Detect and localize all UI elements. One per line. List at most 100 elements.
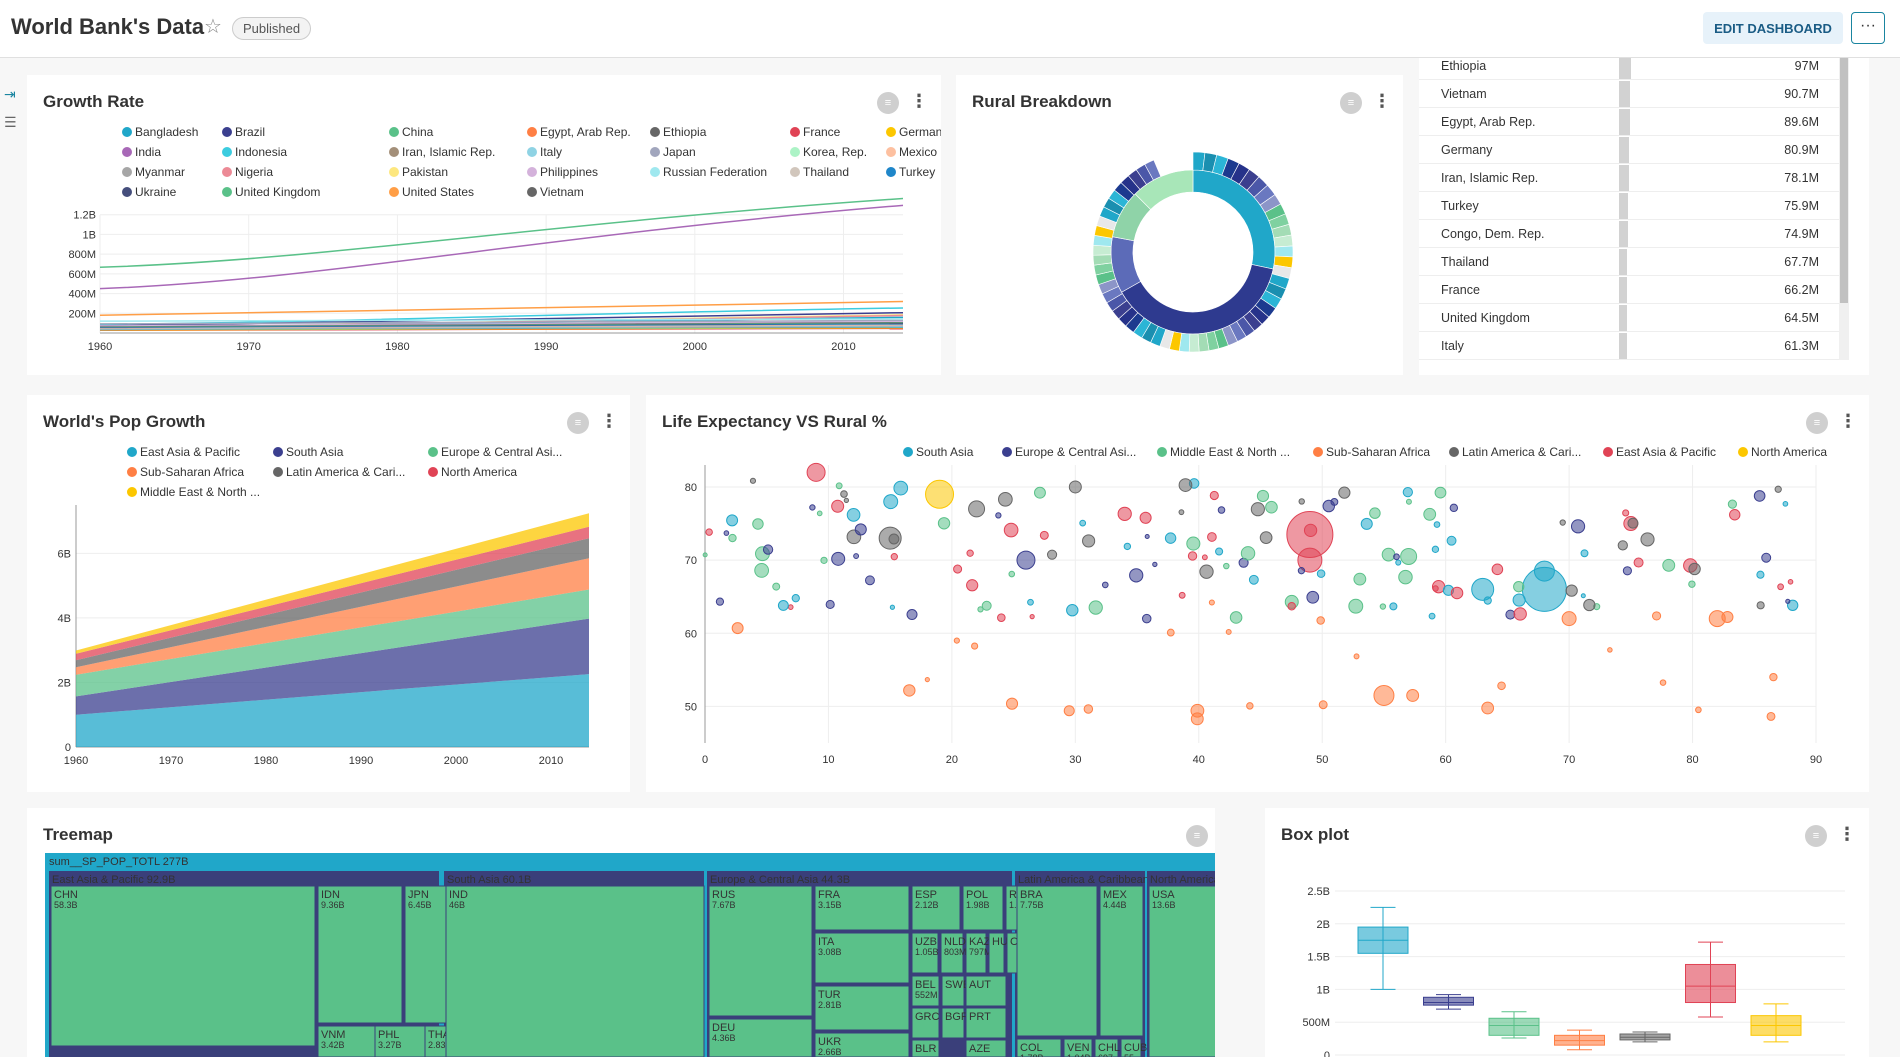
treemap-cell <box>1148 885 1215 1057</box>
scatter-point <box>1186 536 1201 551</box>
chart-title: World's Pop Growth <box>43 412 206 431</box>
treemap-cell-value: 7.75B <box>1020 900 1044 910</box>
treemap-cell-label: VNM <box>321 1029 345 1041</box>
more-options-button[interactable]: ··· <box>1851 12 1885 44</box>
scatter-point <box>998 491 1013 507</box>
y-tick-label: 800M <box>68 249 96 261</box>
population-value: 64.5M <box>1784 311 1819 325</box>
legend-item: South Asia <box>286 445 344 459</box>
country-name: Egypt, Arab Rep. <box>1441 115 1536 129</box>
treemap-cell <box>911 932 939 974</box>
series-line-minor <box>99 320 904 327</box>
y-tick-label: 80 <box>685 482 697 494</box>
legend-item: Ethiopia <box>663 125 707 139</box>
legend-dot <box>127 467 137 477</box>
legend-item: Japan <box>663 145 696 159</box>
x-tick-label: 70 <box>1563 754 1575 766</box>
legend-item: Myanmar <box>135 165 185 179</box>
treemap-cell-value: 3.08B <box>818 947 842 957</box>
table-row: Egypt, Arab Rep. 89.6M <box>1419 108 1839 136</box>
scatter-point <box>1640 532 1655 547</box>
x-tick-label: 2010 <box>831 341 855 353</box>
expand-sidebar-icon[interactable]: ⇥ <box>4 86 16 102</box>
scatter-point <box>1178 591 1186 599</box>
treemap-cell <box>941 1007 965 1039</box>
legend-dot <box>790 147 800 157</box>
scatter-point <box>1297 547 1323 573</box>
legend-item: United States <box>402 185 474 199</box>
legend-item: Egypt, Arab Rep. <box>540 125 631 139</box>
population-value: 89.6M <box>1784 115 1819 129</box>
legend-dot <box>650 167 660 177</box>
scatter-point <box>1223 562 1230 570</box>
scrollbar-thumb[interactable] <box>1840 58 1848 303</box>
table-bar <box>1619 249 1628 275</box>
table-bar <box>1619 277 1628 303</box>
legend-dot <box>122 127 132 137</box>
scatter-point <box>1405 498 1412 505</box>
treemap-cell <box>940 932 964 974</box>
country-name: Italy <box>1441 339 1464 353</box>
treemap-cell <box>1094 1038 1119 1057</box>
x-tick-label: 20 <box>946 754 958 766</box>
area-middle-east---north---- <box>76 513 589 654</box>
legend-dot <box>1603 447 1613 457</box>
chart-title: Life Expectancy VS Rural % <box>662 412 887 431</box>
filter-icon[interactable]: ≡ <box>567 412 589 434</box>
legend-item: Germany <box>899 125 941 139</box>
treemap-cell-value: 2.12B <box>915 900 939 910</box>
scatter-point <box>1561 611 1577 627</box>
favorite-star-icon[interactable]: ☆ <box>204 16 222 38</box>
life-expectancy-chart: Life Expectancy VS Rural % ≡ ⋮ South Asi… <box>646 395 1869 792</box>
treemap-cell-value: 3.42B <box>321 1040 345 1050</box>
filter-icon[interactable]: ≡ <box>877 92 899 114</box>
treemap-cell-label: TUR <box>818 989 841 1001</box>
scatter-point <box>1398 569 1413 585</box>
treemap-cell <box>965 975 1007 1007</box>
filter-icon[interactable]: ☰ <box>4 114 17 130</box>
treemap-cell-value: 6.45B <box>408 900 432 910</box>
scatter-point <box>1318 700 1328 710</box>
scatter-point <box>1016 550 1036 570</box>
scatter-point <box>893 480 909 496</box>
filter-icon[interactable]: ≡ <box>1805 825 1827 847</box>
filter-icon[interactable]: ≡ <box>1186 825 1208 847</box>
y-tick-label: 1B <box>83 229 96 241</box>
scatter-point <box>1406 689 1420 702</box>
y-tick-label: 400M <box>68 289 96 301</box>
table-bar <box>1619 81 1631 107</box>
population-value: 75.9M <box>1784 199 1819 213</box>
population-value: 90.7M <box>1784 87 1819 101</box>
legend-dot <box>389 167 399 177</box>
treemap-cell-value: 1.05B <box>915 947 939 957</box>
treemap-cell-label: CUB <box>1124 1042 1147 1054</box>
treemap-cell <box>708 885 813 1017</box>
scatter-point <box>1225 628 1232 635</box>
legend-dot <box>650 147 660 157</box>
scatter-point <box>1101 581 1109 589</box>
legend-dot <box>527 127 537 137</box>
table-bar <box>1619 137 1629 163</box>
table-row: Vietnam 90.7M <box>1419 80 1839 108</box>
table-scrollbar[interactable] <box>1839 58 1849 360</box>
y-tick-label: 2.5B <box>1307 886 1330 898</box>
legend-item: Italy <box>540 145 562 159</box>
country-name: Vietnam <box>1441 87 1487 101</box>
filter-icon[interactable]: ≡ <box>1806 412 1828 434</box>
filter-icon[interactable]: ≡ <box>1340 92 1362 114</box>
treemap-region-label: Latin America & Caribbean <box>1018 874 1149 886</box>
treemap-cell <box>708 1018 813 1057</box>
edit-dashboard-button[interactable]: EDIT DASHBOARD <box>1703 12 1843 44</box>
scatter-point <box>981 600 992 611</box>
treemap-cell-label: AUT <box>969 979 991 991</box>
scatter-point <box>1766 711 1776 721</box>
scatter-point <box>883 494 899 510</box>
scatter-point <box>777 600 789 611</box>
scatter-point <box>1039 530 1049 540</box>
treemap-cell-label: DEU <box>712 1022 735 1034</box>
rural-breakdown-chart: Rural Breakdown ≡ ⋮ <box>956 75 1403 375</box>
scatter-point <box>968 500 986 518</box>
x-tick-label: 40 <box>1193 754 1205 766</box>
treemap-cell-value: 1.04B <box>1067 1053 1091 1057</box>
legend-item: North America <box>441 465 517 479</box>
